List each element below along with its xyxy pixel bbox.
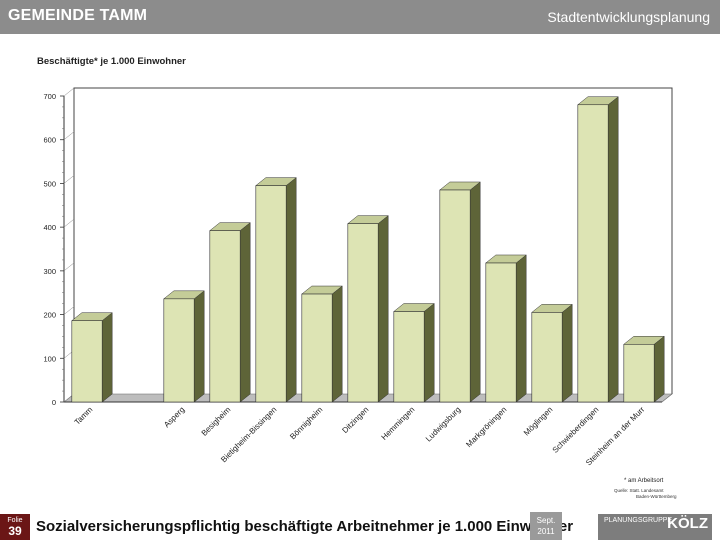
- y-tick-label: 100: [43, 354, 56, 363]
- bar: [439, 181, 481, 403]
- x-tick-label: Asperg: [162, 405, 186, 429]
- chart-source: Quelle: Statt. Landesamt: [614, 488, 664, 493]
- slide-number: 39: [8, 524, 22, 538]
- x-tick-label: Besigheim: [200, 405, 233, 438]
- bar-front: [577, 104, 609, 403]
- bar: [301, 285, 343, 403]
- bar: [623, 335, 665, 403]
- bar: [255, 177, 297, 403]
- bar-side: [239, 222, 251, 403]
- y-tick-label: 200: [43, 311, 56, 320]
- bar: [577, 96, 619, 403]
- chart-source-region: Baden-Württemberg: [636, 494, 677, 499]
- y-tick-diagonal: [63, 131, 75, 140]
- y-tick-diagonal: [63, 262, 75, 272]
- x-tick-label: Hemmingen: [380, 405, 417, 442]
- bar-side: [193, 290, 205, 403]
- y-tick-label: 700: [43, 92, 56, 101]
- y-tick-diagonal: [63, 87, 75, 97]
- y-tick-label: 0: [52, 398, 56, 407]
- date-year: 2011: [537, 527, 555, 536]
- bar: [393, 302, 435, 403]
- slide-title: Sozialversicherungspflichtig beschäftigt…: [36, 518, 574, 535]
- bar-side: [469, 181, 481, 403]
- bar-side: [653, 335, 665, 403]
- y-tick-label: 500: [43, 179, 56, 188]
- x-tick-label: Ditzingen: [340, 405, 370, 435]
- company-logo: PLANUNGSGRUPPE KÖLZ: [598, 514, 712, 540]
- bar-side: [515, 254, 527, 403]
- bar: [531, 303, 573, 403]
- org-title: GEMEINDE TAMM: [8, 7, 148, 24]
- chart-footnote: * am Arbeitsort: [624, 478, 664, 484]
- bar-side: [377, 215, 389, 403]
- bar-front: [255, 185, 287, 403]
- bar-front: [485, 262, 517, 403]
- y-tick-diagonal: [63, 175, 75, 184]
- bar-side: [561, 303, 573, 403]
- dept-title: Stadtentwicklungsplanung: [547, 9, 710, 25]
- bar-side: [423, 302, 435, 403]
- y-tick-diagonal: [63, 306, 75, 315]
- x-tick-label: Ludwigsburg: [424, 405, 462, 443]
- bar-front: [347, 223, 379, 403]
- slide-label: Folie: [7, 517, 23, 524]
- bar: [209, 222, 251, 403]
- bar: [71, 312, 113, 403]
- date-month: Sept.: [536, 516, 556, 525]
- bar-front: [623, 343, 655, 403]
- bar-chart: Beschäftigte* je 1.000 Einwohner 0 100 200 3…: [37, 56, 677, 499]
- bar-front: [439, 189, 471, 403]
- bar: [347, 215, 389, 403]
- y-tick-label: 400: [43, 223, 56, 232]
- x-tick-label: Möglingen: [522, 405, 554, 437]
- bar-front: [209, 230, 241, 403]
- bar-front: [531, 312, 563, 403]
- x-tick-label: Tamm: [73, 405, 95, 427]
- logo-name: KÖLZ: [667, 515, 708, 532]
- plot-frame: [73, 87, 673, 394]
- logo-text: PLANUNGSGRUPPE: [604, 517, 673, 524]
- bar-side: [607, 96, 619, 403]
- bar-front: [301, 293, 333, 403]
- y-tick-label: 600: [43, 136, 56, 145]
- header-bar: GEMEINDE TAMM Stadtentwicklungsplanung: [0, 0, 720, 34]
- slide-number-box: Folie 39: [0, 514, 30, 540]
- bar: [163, 290, 205, 403]
- bar-side: [331, 285, 343, 403]
- bar-front: [163, 298, 195, 403]
- y-tick-diagonal: [63, 218, 75, 228]
- y-tick-label: 300: [43, 267, 56, 276]
- x-tick-label: Schwieberdingen: [551, 405, 601, 455]
- bar-front: [393, 311, 425, 403]
- bar-side: [101, 312, 113, 403]
- bar-side: [285, 177, 297, 403]
- date-box: Sept. 2011: [530, 512, 562, 540]
- footer-bar: Folie 39 Sozialversicherungspflichtig be…: [0, 506, 720, 540]
- bar: [485, 254, 527, 403]
- chart-title: Beschäftigte* je 1.000 Einwohner: [37, 56, 186, 67]
- x-tick-label: Markgröningen: [464, 405, 508, 449]
- bar-front: [71, 320, 103, 403]
- x-tick-label: Bönnigheim: [288, 405, 324, 441]
